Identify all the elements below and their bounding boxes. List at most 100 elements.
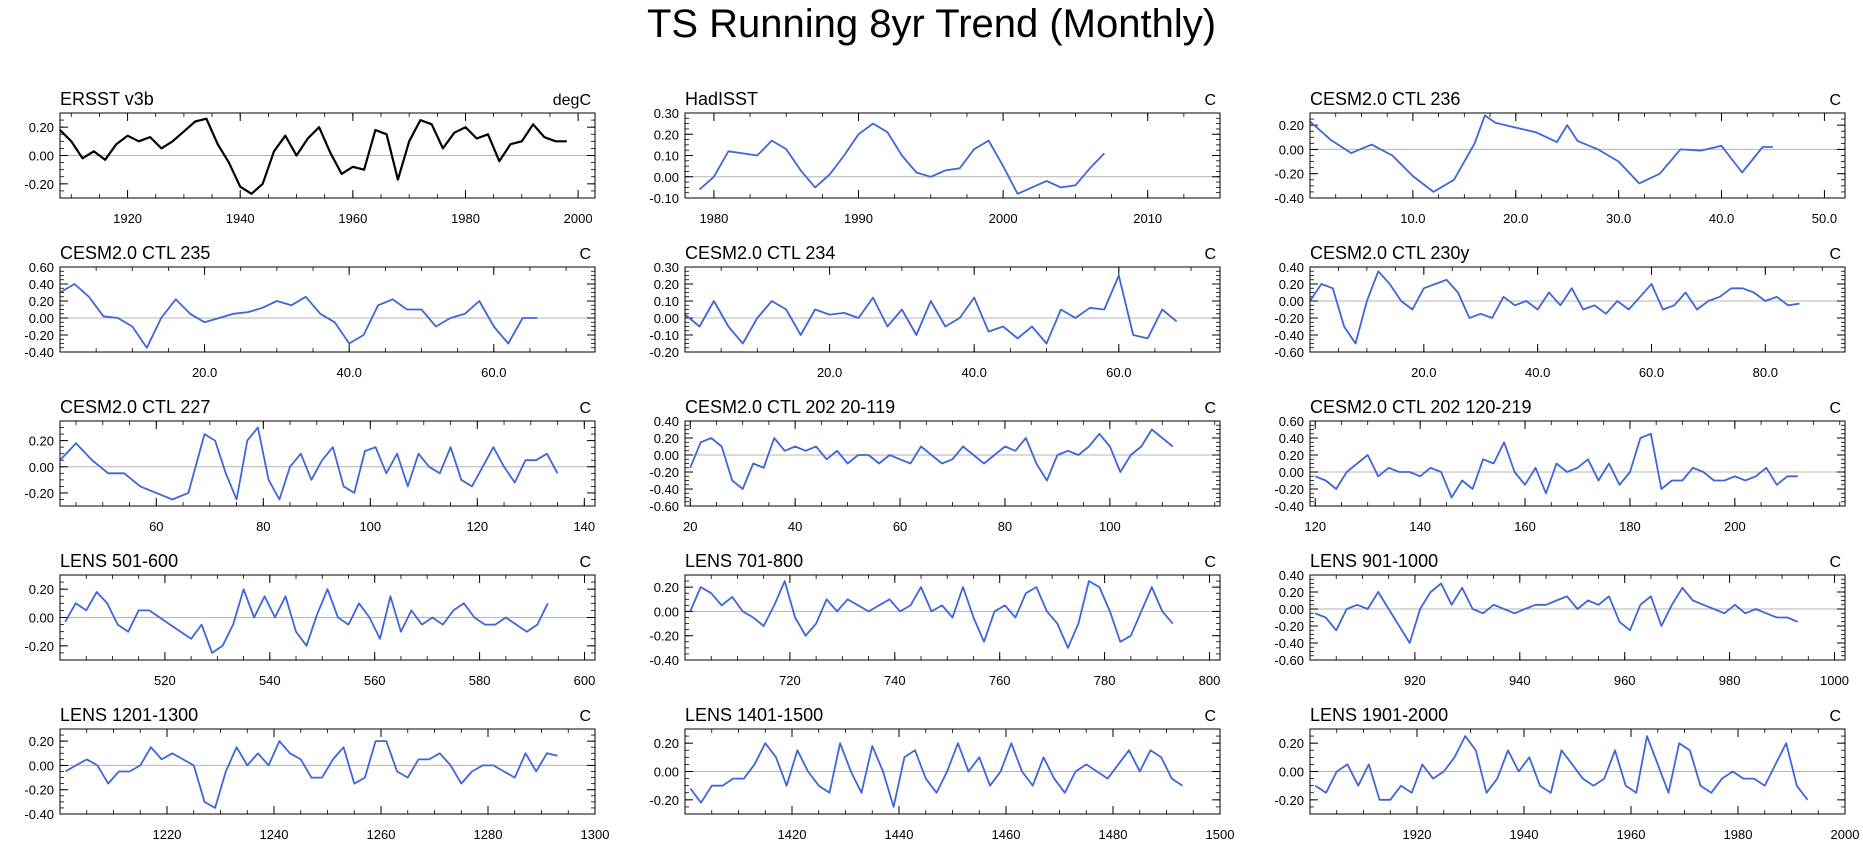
y-tick-label: -0.10 — [649, 191, 679, 206]
y-tick-label: -0.40 — [649, 482, 679, 497]
x-tick-label: 940 — [1509, 673, 1531, 688]
y-tick-label: -0.40 — [1274, 636, 1304, 651]
panel-units: C — [579, 400, 591, 417]
panel-title: LENS 1901-2000 — [1310, 705, 1448, 725]
panel-title: LENS 501-600 — [60, 551, 178, 571]
y-tick-label: -0.20 — [24, 177, 54, 192]
panel-title: CESM2.0 CTL 202 120-219 — [1310, 397, 1531, 417]
panel-frame — [684, 112, 1221, 199]
x-tick-label: 600 — [574, 673, 596, 688]
x-tick-label: 160 — [1514, 519, 1536, 534]
panel-title: CESM2.0 CTL 230y — [1310, 243, 1469, 263]
x-tick-label: 60 — [893, 519, 907, 534]
panel-14: LENS 1401-1500 C -0.20 0.00 0.20 1420 1440 1460… — [649, 705, 1234, 842]
x-tick-label: 180 — [1619, 519, 1641, 534]
y-tick-label: 0.20 — [1279, 448, 1304, 463]
x-tick-label: 1000 — [1820, 673, 1849, 688]
x-tick-label: 980 — [1719, 673, 1741, 688]
x-tick-label: 60.0 — [1106, 365, 1131, 380]
y-tick-label: -0.40 — [1274, 191, 1304, 206]
x-tick-label: 2000 — [1831, 827, 1860, 842]
y-tick-label: 0.00 — [1279, 294, 1304, 309]
y-tick-label: 0.20 — [1279, 277, 1304, 292]
x-tick-label: 780 — [1094, 673, 1116, 688]
y-tick-label: -0.20 — [649, 465, 679, 480]
x-tick-label: 1960 — [338, 211, 367, 226]
y-tick-label: 0.20 — [29, 120, 54, 135]
x-tick-label: 10.0 — [1400, 211, 1425, 226]
x-tick-label: 20.0 — [817, 365, 842, 380]
y-tick-label: -0.40 — [1274, 328, 1304, 343]
y-tick-label: 0.30 — [654, 106, 679, 121]
x-tick-label: 920 — [1404, 673, 1426, 688]
y-tick-label: -0.40 — [1274, 499, 1304, 514]
panel-11: LENS 701-800 C -0.40 -0.20 0.00 0.20 720 740 760… — [649, 551, 1221, 688]
x-tick-label: 1940 — [1510, 827, 1539, 842]
panel-units: degC — [553, 92, 591, 109]
panel-title: CESM2.0 CTL 234 — [685, 243, 835, 263]
panel-frame — [684, 266, 1221, 353]
y-tick-label: 0.00 — [654, 604, 679, 619]
series-line — [59, 283, 538, 349]
x-tick-label: 1990 — [844, 211, 873, 226]
series-line — [684, 274, 1178, 345]
panel-3: CESM2.0 CTL 236 C -0.40 -0.20 0.00 0.20 10.0 20… — [1274, 89, 1846, 226]
x-tick-label: 80 — [998, 519, 1012, 534]
x-tick-label: 20.0 — [192, 365, 217, 380]
panel-title: CESM2.0 CTL 236 — [1310, 89, 1460, 109]
series-line — [1309, 270, 1800, 345]
panel-title: LENS 1201-1300 — [60, 705, 198, 725]
panel-title: ERSST v3b — [60, 89, 154, 109]
panel-frame — [1309, 266, 1846, 353]
y-tick-label: -0.20 — [1274, 311, 1304, 326]
y-tick-label: -0.60 — [649, 499, 679, 514]
panel-15: LENS 1901-2000 C -0.20 0.00 0.20 1920 1940 1960… — [1274, 705, 1859, 842]
x-tick-label: 50.0 — [1812, 211, 1837, 226]
y-tick-label: 0.00 — [29, 758, 54, 773]
series-line — [64, 740, 558, 809]
panel-9: CESM2.0 CTL 202 120-219 C -0.40 -0.20 0.00 0.… — [1274, 397, 1846, 534]
panel-units: C — [579, 554, 591, 571]
panel-4: CESM2.0 CTL 235 C -0.40 -0.20 0.00 0.20 0.40 0.… — [24, 243, 596, 380]
y-tick-label: 0.30 — [654, 260, 679, 275]
y-tick-label: 0.00 — [29, 311, 54, 326]
y-tick-label: 0.20 — [654, 431, 679, 446]
panel-units: C — [1204, 400, 1216, 417]
x-tick-label: 1980 — [1724, 827, 1753, 842]
y-tick-label: 0.00 — [1279, 765, 1304, 780]
y-tick-label: 0.00 — [29, 460, 54, 475]
y-tick-label: 0.20 — [29, 582, 54, 597]
series-line — [59, 426, 559, 501]
y-tick-label: 0.00 — [654, 448, 679, 463]
panel-units: C — [1829, 708, 1841, 725]
series-line — [689, 428, 1174, 490]
x-tick-label: 120 — [466, 519, 488, 534]
panel-frame — [684, 420, 1221, 507]
series-line — [1314, 582, 1799, 644]
panel-units: C — [1204, 92, 1216, 109]
y-tick-label: 0.20 — [654, 277, 679, 292]
x-tick-label: 1300 — [581, 827, 610, 842]
figure-title: TS Running 8yr Trend (Monthly) — [646, 2, 1217, 46]
panel-units: C — [1829, 554, 1841, 571]
panel-7: CESM2.0 CTL 227 C -0.20 0.00 0.20 60 80 100 120 1… — [24, 397, 596, 534]
x-tick-label: 80 — [256, 519, 270, 534]
y-tick-label: -0.20 — [24, 639, 54, 654]
x-tick-label: 1500 — [1206, 827, 1235, 842]
x-tick-label: 2000 — [564, 211, 593, 226]
x-tick-label: 2000 — [989, 211, 1018, 226]
x-tick-label: 520 — [154, 673, 176, 688]
x-tick-label: 120 — [1304, 519, 1326, 534]
y-tick-label: -0.40 — [649, 653, 679, 668]
panel-units: C — [579, 708, 591, 725]
y-tick-label: 0.40 — [1279, 260, 1304, 275]
y-tick-label: 0.00 — [654, 311, 679, 326]
panel-frame — [684, 574, 1221, 661]
series-line — [689, 742, 1183, 808]
panel-12: LENS 901-1000 C -0.60 -0.40 -0.20 0.00 0.20 0.4… — [1274, 551, 1849, 688]
panel-title: LENS 1401-1500 — [685, 705, 823, 725]
x-tick-label: 20.0 — [1411, 365, 1436, 380]
panel-units: C — [1829, 400, 1841, 417]
y-tick-label: 0.20 — [29, 294, 54, 309]
panel-1: ERSST v3b degC -0.20 0.00 0.20 1920 1940 1960 19… — [24, 89, 596, 226]
